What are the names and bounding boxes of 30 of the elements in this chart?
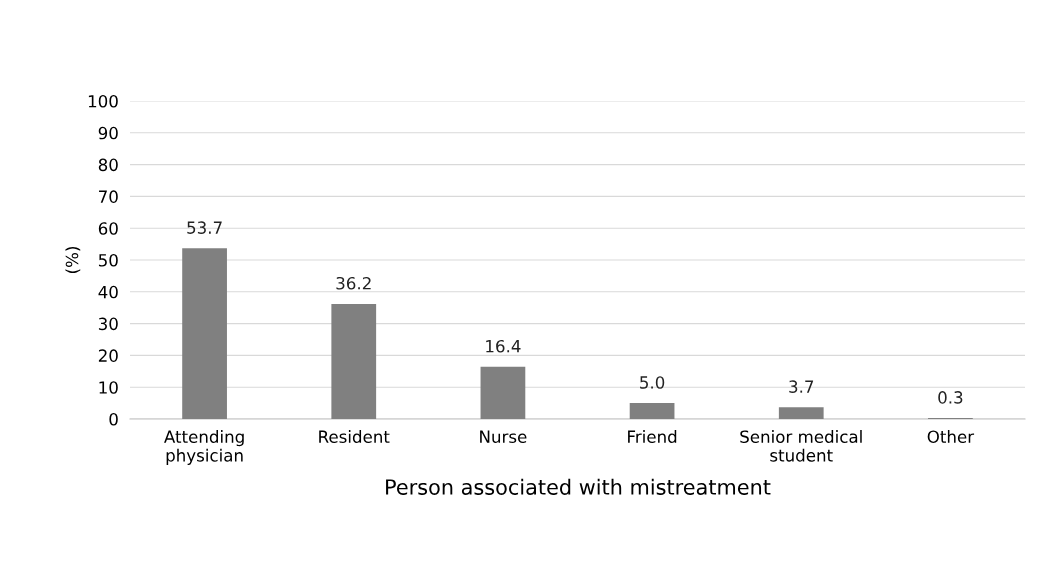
y-tick-label: 0: [109, 412, 118, 426]
data-label: 3.7: [789, 380, 814, 393]
y-tick-label: 100: [88, 94, 118, 108]
x-tick-label: Senior medical student: [740, 430, 862, 462]
y-tick-label: 40: [98, 285, 118, 299]
bar: [778, 407, 824, 419]
y-tick-label: 70: [99, 190, 118, 203]
x-axis-title: Person associated with mistreatment: [386, 478, 771, 495]
x-tick-label: Other: [927, 430, 975, 444]
x-tick-label: Attending physician: [164, 430, 244, 465]
x-tick-label: Friend: [628, 430, 677, 444]
data-label: 16.4: [486, 339, 521, 353]
bar: [629, 403, 675, 419]
data-label: 5.0: [640, 376, 665, 389]
y-axis-title: (%): [65, 247, 81, 273]
bar: [182, 248, 227, 419]
y-tick-label: 50: [98, 253, 118, 267]
y-tick-label: 10: [99, 381, 118, 394]
bar: [480, 366, 526, 419]
x-tick-label: Nurse: [480, 430, 527, 444]
bar: [331, 303, 377, 419]
y-tick-label: 30: [98, 317, 118, 331]
y-tick-label: 80: [98, 158, 118, 172]
data-label: 36.2: [336, 276, 371, 290]
y-tick-label: 20: [98, 349, 118, 362]
data-label: 0.3: [938, 391, 963, 404]
data-label: 53.7: [187, 221, 222, 234]
y-tick-label: 60: [98, 222, 118, 235]
x-tick-label: Resident: [319, 430, 390, 444]
y-tick-label: 90: [98, 126, 118, 140]
